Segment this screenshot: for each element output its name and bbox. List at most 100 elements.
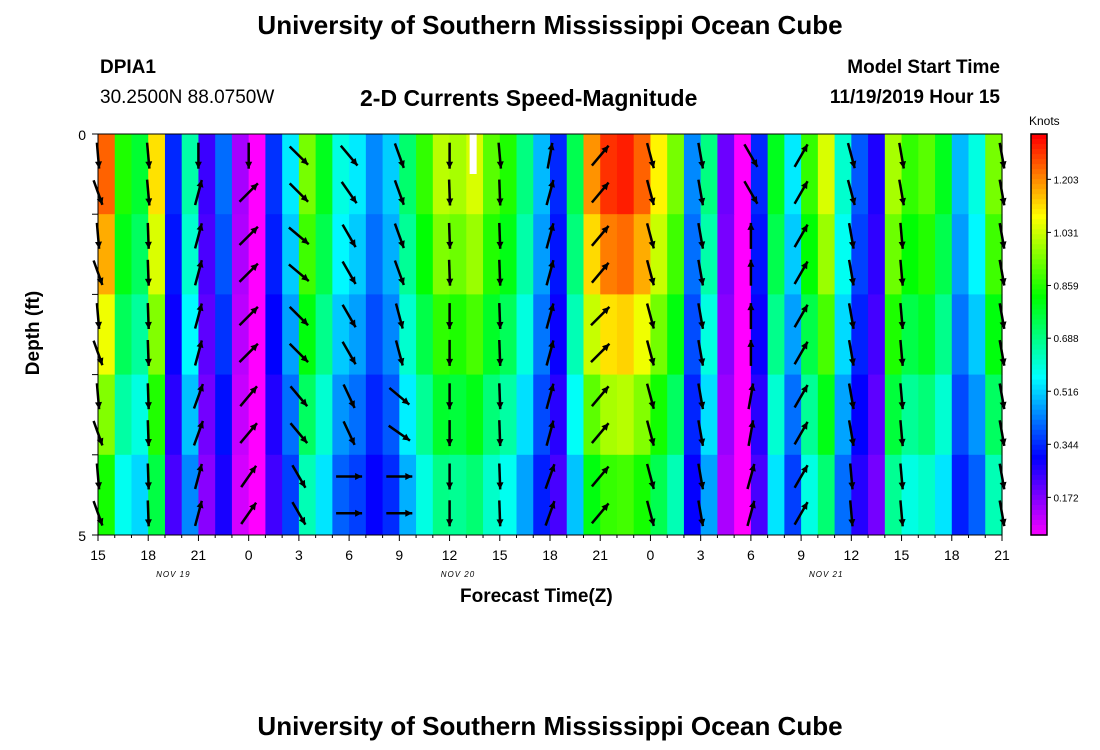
current-arrowhead [898,241,906,249]
current-arrowhead [349,276,356,284]
station-coords: 30.2500N 88.0750W [100,87,275,108]
heatmap-cell [416,214,434,295]
heatmap-cell [198,214,216,295]
heatmap-cell [98,454,116,536]
current-arrowhead [848,278,856,286]
heatmap-cell [700,294,719,375]
x-tick-label: 15 [492,547,508,563]
heatmap-cell [801,214,819,295]
heatmap-cell [164,134,183,215]
current-arrowhead [197,384,204,392]
heatmap-cell [566,134,585,215]
heatmap-cell [583,134,601,215]
heatmap-cell [365,134,384,215]
heatmap-cell [884,134,903,215]
heatmap-cell [683,454,702,536]
current-arrowhead [898,278,906,286]
colorbar-segment [1031,429,1047,436]
heatmap-cell [265,374,283,456]
current-arrowhead [750,159,758,167]
heatmap-cell [499,454,518,536]
heatmap-cell [231,454,250,536]
heatmap-cell [315,454,333,536]
current-arrowhead [398,197,405,205]
current-arrowhead [300,435,308,444]
colorbar-segment [1031,154,1047,160]
current-arrowhead [548,340,555,349]
heatmap-cell [416,294,434,375]
heatmap-cell [533,374,551,456]
heatmap-cell [98,214,116,295]
current-arrowhead [848,401,856,410]
current-arrowhead [402,433,410,441]
heatmap-cell [248,454,267,536]
heatmap-cell [550,374,568,456]
current-arrowhead [300,354,309,363]
heatmap-cell [332,134,350,215]
heatmap-cell [667,214,685,295]
current-arrowhead [300,398,308,407]
current-arrowhead [801,261,808,270]
heatmap-cell [750,214,769,295]
current-arrowhead [496,241,504,249]
colorbar-segment [1031,149,1047,155]
colorbar-segment [1031,314,1047,321]
current-arrowhead [601,466,609,475]
current-arrowhead [747,222,755,230]
colorbar-segment [1031,439,1047,446]
current-arrowhead [496,321,504,329]
heatmap-cell [399,214,417,295]
colorbar-segment [1031,219,1047,225]
colorbar-segment [1031,244,1047,250]
current-arrowhead [401,397,410,405]
heatmap-cell [114,454,133,536]
heatmap-cell [918,294,936,375]
heatmap-cell [633,214,652,295]
colorbar-segment [1031,419,1047,426]
heatmap-cell [951,454,970,536]
current-arrowhead [698,197,706,206]
heatmap-cell [550,454,568,536]
heatmap-cell [868,134,886,215]
current-arrowhead [446,519,454,527]
heatmap-cell [332,294,350,375]
current-arrowhead [144,321,152,329]
colorbar-segment [1031,479,1047,486]
heatmap-cell [416,134,434,215]
heatmap-cell [332,214,350,295]
heatmap-cell [382,374,400,456]
colorbar-segment [1031,144,1047,150]
colorbar-segment [1031,484,1047,491]
current-arrowhead [648,401,656,409]
current-arrowhead [848,358,856,366]
heatmap-cell [801,294,819,375]
heatmap-cell [817,134,836,215]
heatmap-cell [282,214,300,295]
current-arrowhead [899,197,906,206]
x-tick-label: 3 [697,547,705,563]
colorbar-segment [1031,434,1047,441]
current-arrowhead [397,320,405,329]
colorbar-segment [1031,204,1047,210]
heatmap-cell [700,134,719,215]
heatmap-cell [985,214,1003,295]
current-arrowhead [747,303,755,311]
current-arrowhead [801,181,808,190]
heatmap-cell [650,454,668,536]
heatmap-cell [248,214,267,295]
current-arrowhead [698,161,706,169]
colorbar-tick-label: 0.344 [1053,440,1078,451]
current-arrowhead [348,400,355,408]
colorbar-tick-label: 0.688 [1053,334,1078,345]
heatmap-cell [583,294,601,375]
current-arrowhead [250,343,258,352]
heatmap-cell [516,134,534,215]
heatmap-cell [215,134,233,215]
heatmap-cell [583,454,601,536]
current-arrowhead [999,321,1007,329]
heatmap-cell [901,374,919,456]
colorbar-segment [1031,234,1047,240]
colorbar-segment [1031,444,1047,451]
heatmap-cell [114,134,133,215]
heatmap-cell [985,134,1003,215]
